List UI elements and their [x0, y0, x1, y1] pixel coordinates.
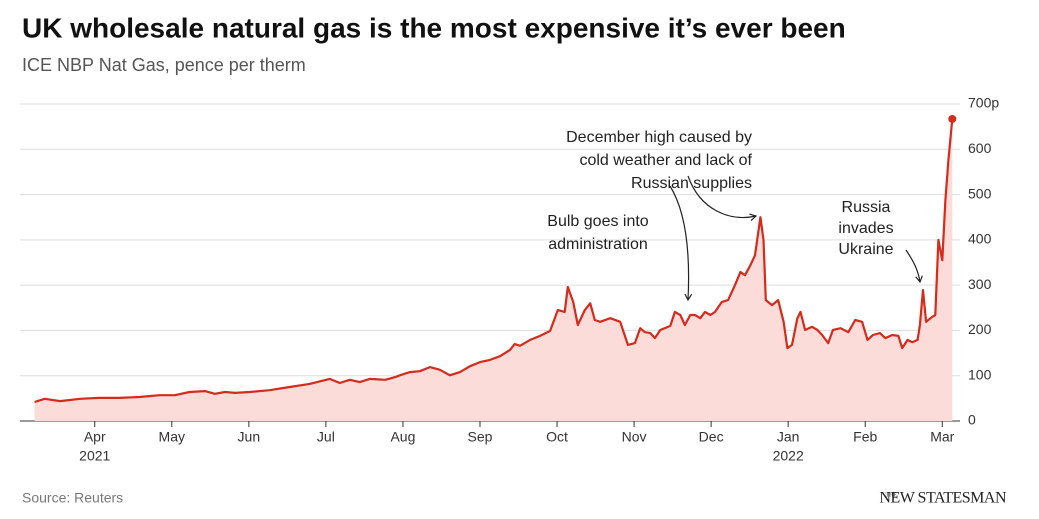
chart-title: UK wholesale natural gas is the most exp…: [22, 12, 846, 43]
annotations: December high caused by cold weather and …: [547, 129, 923, 302]
x-tick-label: Aug: [390, 429, 415, 445]
x-tick-label: Mar: [930, 429, 954, 445]
x-tick-label: Jun: [238, 429, 261, 445]
annotation-text: Russia: [842, 199, 891, 216]
brand: NEW STATESMAN: [879, 490, 1007, 507]
x-tick-label: Nov: [622, 429, 647, 445]
end-dot: [948, 114, 957, 123]
annotation-text: cold weather and lack of: [579, 152, 752, 169]
annotation-text: December high caused by: [566, 129, 752, 146]
y-tick-label: 500: [968, 185, 992, 201]
plot: [34, 114, 957, 422]
annotation-arrow: [669, 185, 693, 302]
x-tick-label: Sep: [468, 429, 493, 445]
y-tick-label: 300: [968, 276, 992, 292]
x-tick-label: Feb: [853, 429, 877, 445]
chart-subtitle: ICE NBP Nat Gas, pence per therm: [22, 55, 306, 75]
annotation-text: invades: [838, 220, 893, 237]
y-tick-label: 200: [968, 321, 992, 337]
x-year-label: 2021: [79, 448, 110, 464]
grid: [20, 103, 960, 422]
area: [34, 118, 953, 422]
y-tick-label: 700p: [968, 95, 999, 111]
annotation-arrow: [687, 175, 758, 222]
line: [34, 118, 954, 404]
x-tick-label: Jan: [777, 429, 800, 445]
brand-prefix: THE: [885, 492, 897, 498]
x-tick-label: Apr: [84, 429, 106, 445]
annotation-text: administration: [548, 236, 648, 253]
y-tick-label: 600: [968, 140, 992, 156]
x-year-label: 2022: [773, 448, 804, 464]
x-tick-label: Oct: [546, 429, 568, 445]
source: Source: Reuters: [22, 490, 123, 506]
x-tick-label: Jul: [317, 429, 335, 445]
y-tick-label: 400: [968, 231, 992, 247]
annotation-text: Ukraine: [838, 241, 893, 258]
x-tick-label: Dec: [699, 429, 724, 445]
y-tick-label: 100: [968, 366, 992, 382]
axes: 0 100 200 300 400 500 600 700p Apr May Jun Jul Aug Se…: [79, 95, 999, 464]
x-tick-label: May: [159, 429, 185, 445]
annotation-arrow: [905, 249, 923, 284]
annotation-text: Bulb goes into: [547, 213, 649, 230]
annotation-text: Russian supplies: [631, 175, 752, 192]
y-tick-label: 0: [968, 412, 976, 428]
